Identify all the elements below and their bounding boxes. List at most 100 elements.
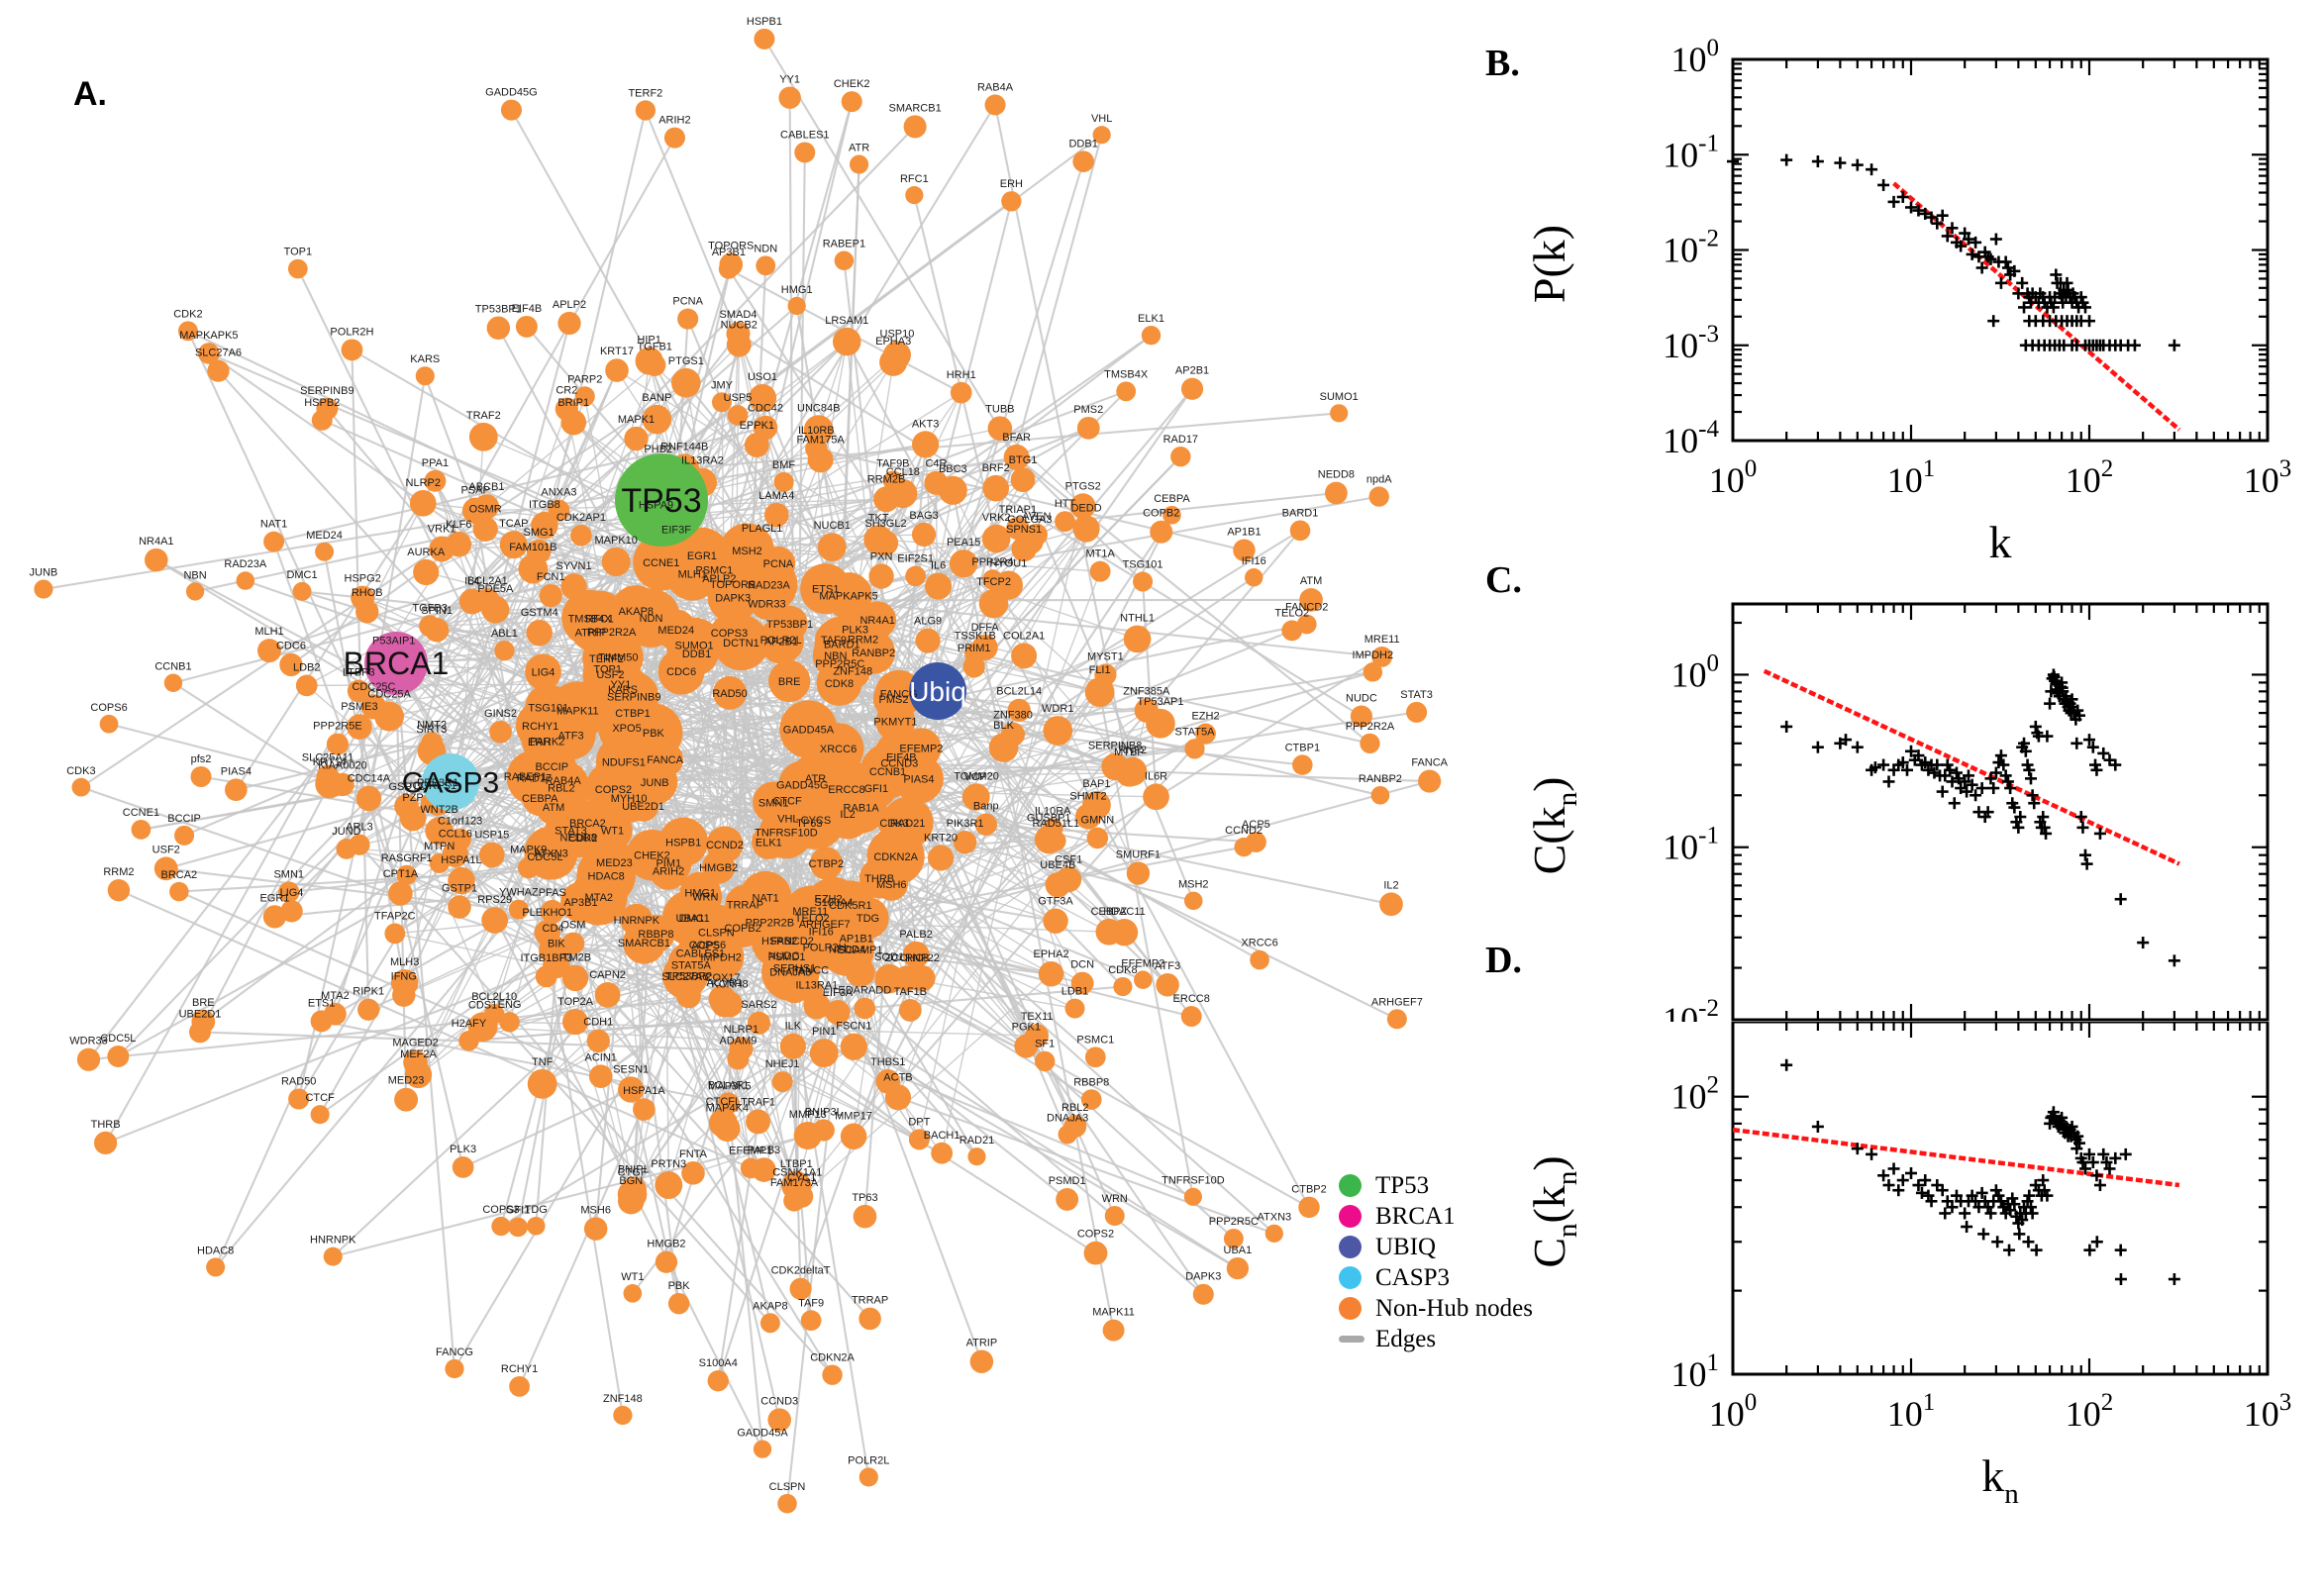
- svg-text:HNRNPK: HNRNPK: [614, 915, 660, 927]
- svg-text:ZCCHC8: ZCCHC8: [885, 952, 930, 964]
- axis-ticks: [1731, 57, 2270, 443]
- svg-text:BCCIP: BCCIP: [535, 761, 568, 773]
- svg-text:APLP2: APLP2: [553, 299, 586, 311]
- svg-text:CCNB1: CCNB1: [154, 661, 191, 673]
- svg-text:BRIP1: BRIP1: [557, 397, 589, 409]
- legend-item-non-hub-nodes: Non-Hub nodes: [1339, 1293, 1533, 1324]
- svg-text:XRCC6: XRCC6: [1241, 938, 1277, 949]
- svg-text:PZP: PZP: [402, 792, 423, 804]
- svg-text:ATXN3: ATXN3: [534, 848, 568, 860]
- svg-text:HIP1: HIP1: [637, 335, 660, 347]
- svg-text:RNF2: RNF2: [1118, 745, 1147, 756]
- svg-text:TUBB: TUBB: [985, 403, 1014, 415]
- svg-text:DNAJA3: DNAJA3: [1047, 1112, 1088, 1124]
- svg-text:SOD1: SOD1: [874, 951, 904, 963]
- svg-text:COPS3: COPS3: [482, 1204, 519, 1216]
- svg-text:JMY: JMY: [711, 379, 734, 391]
- panel-b-label: B.: [1485, 43, 1520, 84]
- svg-text:BLK: BLK: [993, 720, 1014, 732]
- svg-text:EIF3A: EIF3A: [823, 987, 854, 999]
- svg-text:CYC1: CYC1: [787, 1172, 816, 1184]
- svg-text:SMN1: SMN1: [273, 868, 304, 880]
- svg-text:PCNA: PCNA: [763, 558, 794, 570]
- svg-text:EFEMP2: EFEMP2: [899, 744, 943, 755]
- svg-text:RAB4A: RAB4A: [546, 775, 582, 787]
- svg-text:CTBP1: CTBP1: [615, 708, 650, 720]
- svg-text:RANBP2: RANBP2: [1359, 773, 1402, 785]
- svg-text:MSH6: MSH6: [876, 879, 907, 891]
- svg-text:HSPG2: HSPG2: [345, 573, 381, 585]
- svg-text:PDE5A: PDE5A: [477, 583, 514, 595]
- y-tick-label: 10-1: [1663, 823, 1719, 867]
- x-axis-label: kn: [1981, 1450, 2019, 1510]
- svg-text:CDK8: CDK8: [1108, 964, 1137, 976]
- svg-text:ATRIP: ATRIP: [575, 627, 607, 639]
- svg-text:HYOU1: HYOU1: [989, 558, 1027, 570]
- svg-text:CD4: CD4: [543, 923, 564, 935]
- svg-text:RAB1A: RAB1A: [844, 803, 880, 815]
- svg-text:PXN: PXN: [870, 550, 893, 562]
- svg-text:IL13RA2: IL13RA2: [681, 455, 724, 467]
- svg-text:ACTB: ACTB: [883, 1071, 912, 1083]
- svg-text:TFAP2C: TFAP2C: [374, 910, 416, 922]
- svg-text:ERCC8: ERCC8: [828, 784, 864, 796]
- svg-text:IL2: IL2: [840, 809, 855, 821]
- svg-text:RAD21: RAD21: [890, 818, 925, 830]
- svg-text:MTA2: MTA2: [321, 990, 350, 1002]
- svg-text:FSCN1: FSCN1: [836, 1021, 871, 1033]
- svg-text:ADAM9: ADAM9: [719, 1035, 757, 1047]
- gene-labels-layer: USF2 CDC6 COPS6 COPS2 COPS3 BCCIP CCNB1 CDK3 CCN…: [30, 16, 1449, 1493]
- svg-text:ALG9: ALG9: [914, 616, 942, 628]
- svg-text:DMC1: DMC1: [286, 569, 317, 581]
- axis-ticks: [1731, 1022, 2270, 1376]
- svg-text:DPT: DPT: [908, 1116, 930, 1128]
- svg-text:AKT3: AKT3: [912, 418, 940, 430]
- svg-text:CSNK1A1: CSNK1A1: [772, 1166, 822, 1178]
- svg-text:MYH10: MYH10: [611, 793, 648, 805]
- svg-text:OSMR: OSMR: [469, 504, 502, 516]
- svg-text:CDK2AP1: CDK2AP1: [556, 512, 606, 524]
- svg-text:MAPK10: MAPK10: [595, 535, 638, 547]
- svg-text:ANXA3: ANXA3: [541, 487, 576, 499]
- svg-text:MMP17: MMP17: [835, 1111, 872, 1123]
- svg-text:WDR1: WDR1: [1042, 703, 1073, 715]
- svg-text:PSMC1: PSMC1: [695, 565, 733, 577]
- svg-text:NEDD8: NEDD8: [1318, 469, 1355, 481]
- svg-text:AP1B1: AP1B1: [1227, 526, 1261, 538]
- svg-text:VCP: VCP: [964, 771, 987, 783]
- svg-text:CDC5L: CDC5L: [527, 851, 562, 863]
- svg-text:CHEK2: CHEK2: [834, 78, 870, 90]
- svg-text:CDK2deltaT: CDK2deltaT: [771, 1265, 831, 1277]
- svg-text:ARHGEF7: ARHGEF7: [1371, 996, 1423, 1008]
- svg-text:ZNF148: ZNF148: [833, 666, 872, 678]
- svg-text:MT1A: MT1A: [1085, 549, 1115, 560]
- svg-text:PFAS: PFAS: [539, 887, 566, 899]
- svg-text:RABEP1: RABEP1: [504, 771, 547, 783]
- svg-text:NLRP1: NLRP1: [724, 1024, 758, 1036]
- svg-text:BANP: BANP: [642, 392, 671, 404]
- hub-node-brca1: [364, 632, 428, 695]
- svg-text:AP3B1: AP3B1: [563, 897, 597, 909]
- svg-text:FNTA: FNTA: [679, 1148, 708, 1160]
- svg-text:HMGB2: HMGB2: [699, 862, 738, 874]
- svg-text:PPP2R2A: PPP2R2A: [587, 627, 637, 639]
- svg-text:TIMM50: TIMM50: [598, 652, 638, 664]
- svg-text:KARS: KARS: [608, 684, 638, 696]
- svg-text:SARS2: SARS2: [741, 999, 776, 1011]
- svg-text:ZNF380: ZNF380: [993, 710, 1033, 722]
- svg-text:ARIH2: ARIH2: [658, 115, 690, 127]
- svg-text:PBK: PBK: [643, 728, 665, 740]
- svg-text:CAPN2: CAPN2: [589, 969, 626, 981]
- legend-item-tp53: TP53: [1339, 1170, 1533, 1201]
- svg-text:PSMC1: PSMC1: [1076, 1034, 1114, 1046]
- svg-text:USP15: USP15: [474, 830, 509, 842]
- node-swatch-icon: [1339, 1297, 1362, 1320]
- svg-text:TP63: TP63: [852, 1192, 877, 1204]
- svg-text:CCND2: CCND2: [1225, 825, 1262, 837]
- svg-text:PMS2: PMS2: [879, 694, 909, 706]
- svg-text:PPP3R1: PPP3R1: [417, 777, 458, 789]
- svg-text:RFC1: RFC1: [900, 173, 929, 185]
- svg-text:ABCB1: ABCB1: [468, 481, 504, 493]
- svg-text:PARK2: PARK2: [530, 736, 564, 748]
- svg-text:BNIP3L: BNIP3L: [805, 1106, 843, 1118]
